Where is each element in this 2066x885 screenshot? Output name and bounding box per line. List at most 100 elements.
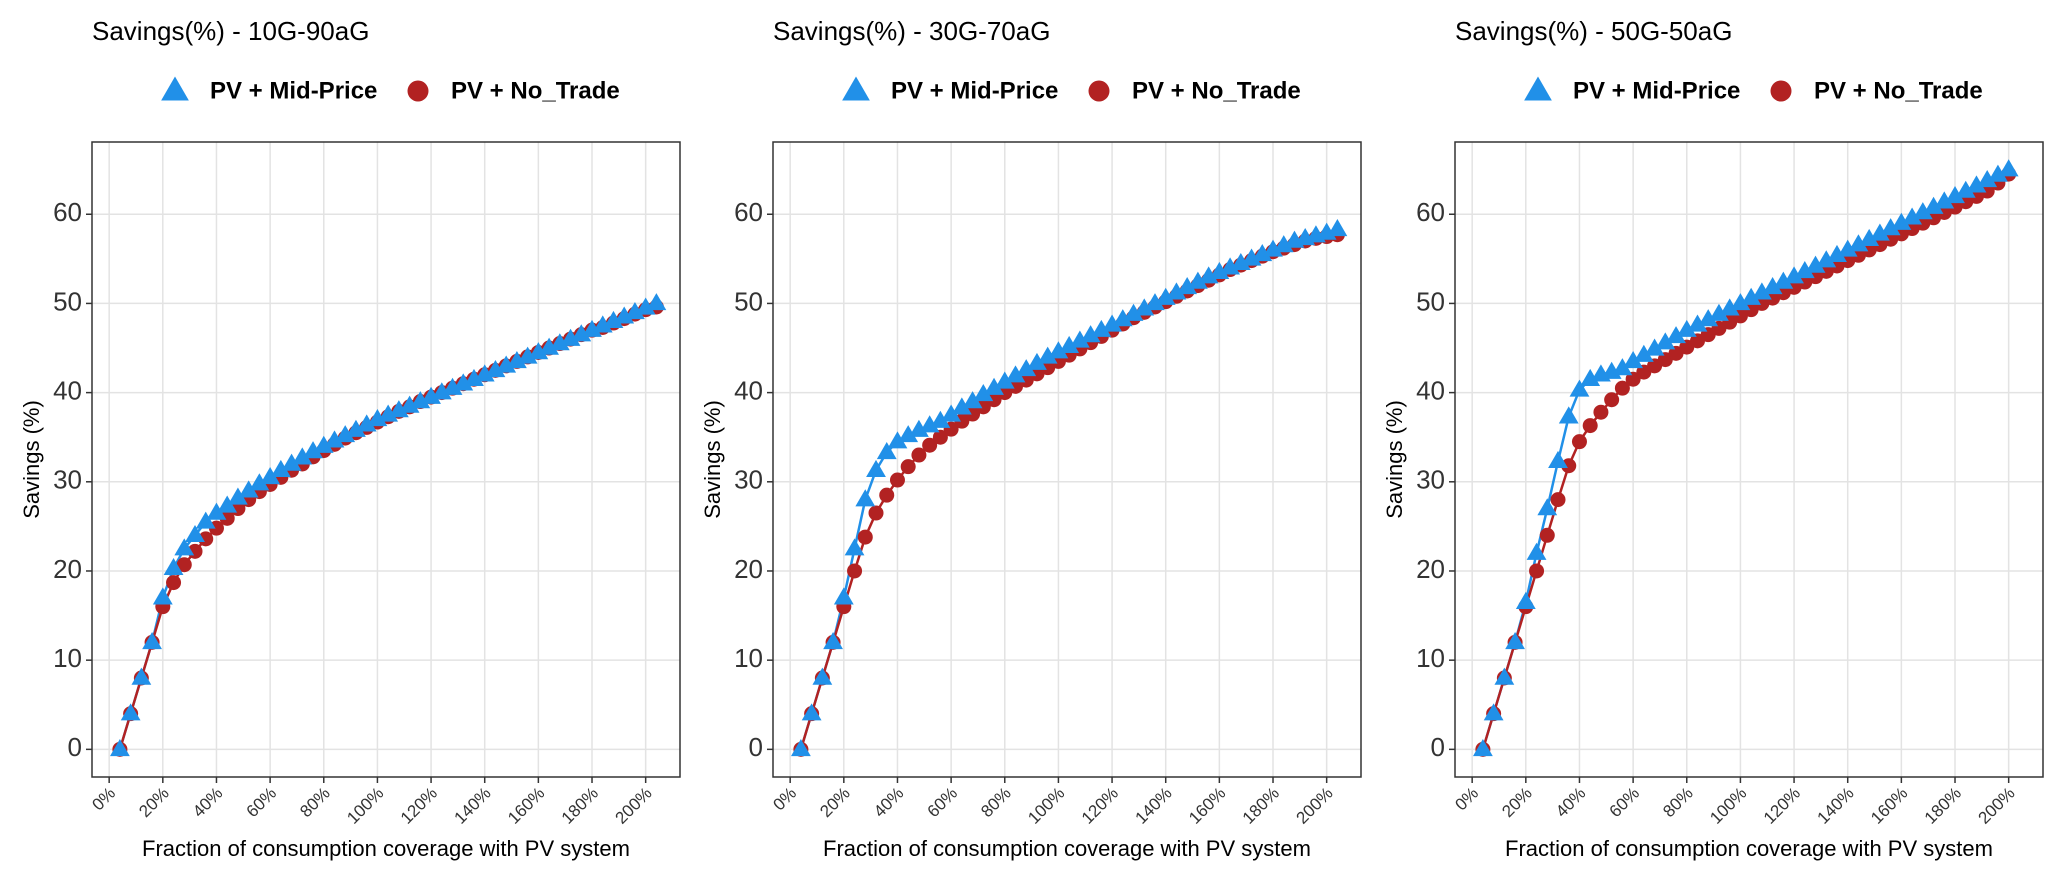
circle-marker	[922, 437, 938, 453]
plot-border	[772, 141, 1362, 778]
circle-marker	[986, 392, 1002, 408]
triangle-marker	[346, 419, 366, 437]
x-tick-label: 20%	[1498, 784, 1535, 821]
triangle-marker	[919, 415, 940, 433]
triangle-marker	[1198, 266, 1219, 284]
circle-marker	[166, 575, 182, 591]
circle-marker	[879, 487, 895, 503]
legend-label: PV + No_Trade	[1132, 77, 1301, 104]
circle-marker	[1550, 492, 1566, 508]
x-tick-label: 40%	[189, 784, 226, 821]
triangle-marker	[1155, 287, 1176, 305]
circle-marker	[932, 429, 948, 445]
y-tick-label: 40	[1416, 375, 1445, 405]
y-tick-label: 40	[53, 375, 82, 405]
triangle-marker	[1102, 314, 1122, 332]
y-tick-label: 20	[1416, 554, 1445, 584]
x-tick-label: 180%	[1921, 784, 1965, 828]
triangle-marker	[571, 324, 592, 342]
triangle-marker	[1762, 277, 1783, 295]
x-tick-label: 200%	[1974, 784, 2018, 828]
triangle-marker	[930, 410, 951, 428]
y-tick-label: 50	[1416, 286, 1445, 316]
x-tick-label: 140%	[451, 784, 495, 828]
triangle-marker	[1252, 244, 1273, 262]
x-axis-label: Fraction of consumption coverage with PV…	[142, 836, 630, 861]
triangle-marker	[1741, 287, 1762, 305]
triangle-marker	[431, 382, 452, 400]
y-tick-label: 50	[53, 286, 82, 316]
circle-marker	[1571, 434, 1587, 450]
triangle-marker	[1048, 341, 1069, 359]
triangle-marker	[1945, 186, 1965, 204]
triangle-marker	[1676, 319, 1697, 337]
x-tick-label: 120%	[1760, 784, 1804, 828]
triangle-marker	[549, 333, 570, 351]
y-tick-label: 0	[1431, 732, 1445, 762]
chart-title: Savings(%) - 10G-90aG	[92, 16, 369, 46]
x-tick-label: 100%	[1706, 784, 1750, 828]
y-axis-label: Savings (%)	[19, 400, 44, 519]
x-tick-label: 0%	[1451, 784, 1482, 815]
circle-marker	[857, 529, 873, 545]
triangle-marker	[1505, 631, 1525, 650]
circle-marker	[1529, 563, 1545, 579]
triangle-marker	[1859, 228, 1880, 246]
circle-marker	[407, 80, 429, 102]
triangle-marker	[1027, 352, 1047, 370]
triangle-marker	[842, 76, 870, 101]
circle-marker	[1593, 404, 1609, 420]
x-tick-label: 140%	[1132, 784, 1176, 828]
triangle-marker	[614, 306, 635, 324]
circle-marker	[176, 557, 192, 573]
x-tick-label: 120%	[397, 784, 441, 828]
circle-marker	[900, 459, 916, 475]
triangle-marker	[1558, 406, 1579, 424]
y-tick-label: 10	[734, 643, 763, 673]
triangle-marker	[790, 739, 811, 757]
legend-label: PV + Mid-Price	[210, 77, 377, 104]
triangle-marker	[646, 293, 667, 311]
x-tick-label: 100%	[1024, 784, 1068, 828]
triangle-marker	[1655, 332, 1676, 350]
circle-marker	[868, 505, 884, 521]
y-tick-label: 60	[1416, 197, 1445, 227]
y-tick-label: 10	[53, 643, 82, 673]
x-tick-label: 160%	[1185, 784, 1229, 828]
y-tick-label: 30	[1416, 465, 1445, 495]
y-tick-label: 0	[749, 732, 763, 762]
triangle-marker	[1633, 344, 1654, 362]
triangle-marker	[1327, 219, 1348, 237]
y-tick-label: 60	[734, 197, 763, 227]
triangle-marker	[356, 414, 377, 432]
triangle-marker	[142, 631, 162, 650]
triangle-marker	[1472, 739, 1493, 757]
chart-title: Savings(%) - 50G-50aG	[1455, 16, 1732, 46]
circle-marker	[911, 447, 927, 463]
triangle-marker	[217, 495, 238, 513]
triangle-marker	[528, 342, 549, 360]
triangle-marker	[1166, 282, 1187, 300]
x-tick-label: 40%	[870, 784, 907, 821]
triangle-marker	[410, 391, 431, 409]
y-axis-label: Savings (%)	[1382, 400, 1407, 519]
circle-marker	[1539, 527, 1555, 543]
triangle-marker	[1644, 338, 1665, 356]
x-tick-label: 160%	[1867, 784, 1911, 828]
triangle-marker	[1569, 379, 1590, 397]
triangle-marker	[367, 409, 388, 427]
circle-marker	[889, 472, 905, 488]
triangle-marker	[1719, 298, 1740, 316]
triangle-marker	[1524, 76, 1552, 101]
triangle-marker	[485, 359, 506, 378]
triangle-marker	[1005, 365, 1026, 383]
y-tick-label: 20	[53, 554, 82, 584]
triangle-marker	[399, 395, 420, 413]
triangle-marker	[1069, 330, 1090, 348]
triangle-marker	[464, 368, 484, 386]
triangle-marker	[1751, 282, 1772, 300]
x-tick-label: 180%	[1239, 784, 1283, 828]
triangle-marker	[1687, 314, 1708, 332]
legend-label: PV + Mid-Price	[1573, 77, 1740, 104]
triangle-marker	[1709, 303, 1729, 321]
